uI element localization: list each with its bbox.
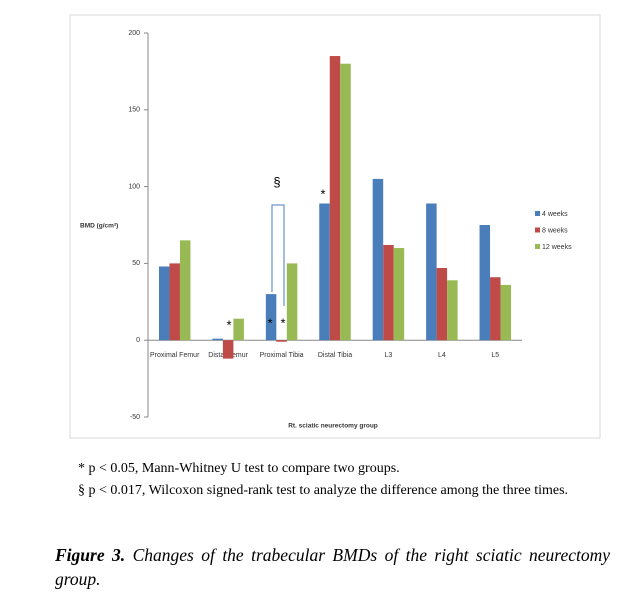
footnote: * p < 0.05, Mann-Whitney U test to compa… bbox=[78, 461, 400, 476]
legend-swatch bbox=[535, 227, 540, 233]
bar bbox=[329, 56, 341, 341]
legend-label: 4 weeks bbox=[542, 211, 568, 218]
bar bbox=[265, 294, 277, 341]
annotation: § bbox=[273, 174, 280, 189]
y-tick-label: 150 bbox=[128, 107, 140, 114]
x-tick-label: Proximal Tibia bbox=[260, 352, 304, 359]
y-tick-label: 200 bbox=[128, 30, 140, 37]
figure-caption: Figure 3. Changes of the trabecular BMDs… bbox=[55, 543, 610, 591]
annotation: * bbox=[280, 315, 285, 330]
bar bbox=[372, 178, 384, 341]
bar bbox=[319, 203, 330, 341]
bar bbox=[426, 203, 437, 341]
x-axis-label: Rt. sciatic neurectomy group bbox=[288, 423, 378, 430]
x-tick-label: L4 bbox=[438, 352, 446, 359]
y-tick-label: 0 bbox=[136, 337, 140, 344]
footnote: § p < 0.017, Wilcoxon signed-rank test t… bbox=[78, 483, 569, 498]
annotation: * bbox=[320, 186, 325, 201]
annotation: * bbox=[267, 315, 272, 330]
footnotes: * p < 0.05, Mann-Whitney U test to compa… bbox=[78, 458, 598, 502]
figure-label: Figure 3. bbox=[55, 545, 126, 565]
bar bbox=[276, 340, 287, 342]
bar bbox=[158, 266, 170, 341]
bar bbox=[447, 280, 458, 341]
legend-label: 12 weeks bbox=[542, 244, 572, 251]
legend-swatch bbox=[535, 244, 540, 249]
y-tick-label: 50 bbox=[132, 260, 140, 267]
legend-swatch bbox=[535, 211, 540, 216]
y-tick-label: 100 bbox=[128, 183, 140, 190]
x-tick-label: L5 bbox=[491, 352, 499, 359]
legend-label: 8 weeks bbox=[542, 227, 568, 234]
bar bbox=[479, 225, 491, 341]
bar bbox=[436, 268, 448, 341]
bar bbox=[212, 338, 223, 341]
bar bbox=[179, 240, 191, 341]
y-axis-label: BMD (g/cm²) bbox=[80, 223, 118, 230]
bar bbox=[286, 263, 298, 341]
bar bbox=[383, 244, 394, 341]
x-tick-label: L3 bbox=[385, 352, 393, 359]
x-tick-label: Distal Tibia bbox=[318, 352, 352, 359]
y-tick-label: -50 bbox=[130, 414, 140, 421]
caption-text: Changes of the trabecular BMDs of the ri… bbox=[55, 545, 610, 589]
bar bbox=[340, 63, 351, 341]
significance-bracket bbox=[271, 204, 285, 306]
x-tick-label: Proximal Femur bbox=[150, 352, 200, 359]
bar bbox=[169, 263, 180, 341]
bar bbox=[393, 248, 405, 341]
bar bbox=[500, 284, 512, 341]
chart: BMD (g/cm²) Rt. sciatic neurectomy group… bbox=[69, 14, 601, 439]
bar bbox=[233, 318, 244, 341]
bar bbox=[222, 340, 234, 359]
bar bbox=[490, 277, 501, 341]
annotation: * bbox=[226, 317, 231, 332]
